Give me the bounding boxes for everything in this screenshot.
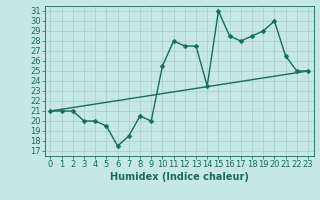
X-axis label: Humidex (Indice chaleur): Humidex (Indice chaleur) [110,172,249,182]
